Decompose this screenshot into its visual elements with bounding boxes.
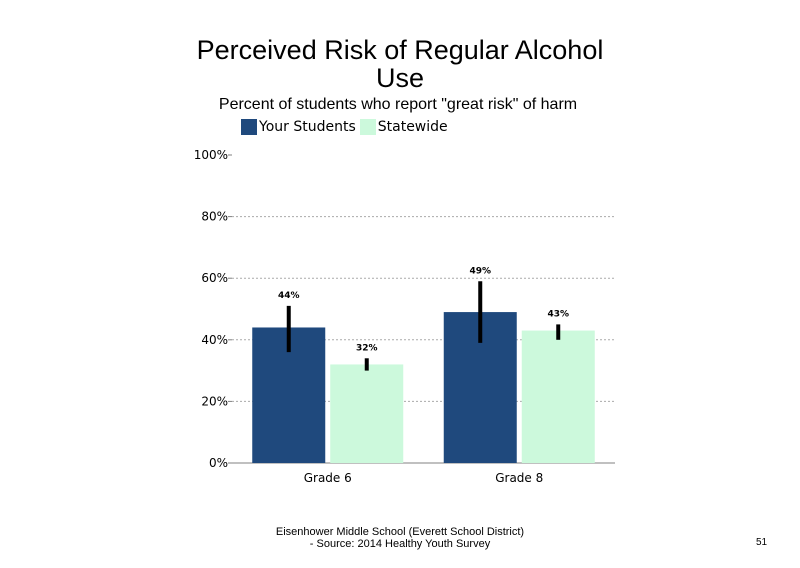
legend-swatch-statewide xyxy=(359,119,376,135)
x-category-label: Grade 8 xyxy=(495,471,543,485)
data-label: 44% xyxy=(278,291,300,301)
chart-subtitle: Percent of students who report "great ri… xyxy=(218,96,578,113)
legend-label-your-students: Your Students xyxy=(259,119,356,135)
y-tick-label: 60% xyxy=(201,271,228,285)
bar xyxy=(330,364,404,463)
data-label: 49% xyxy=(469,266,491,276)
bar xyxy=(521,330,595,463)
y-tick-label: 80% xyxy=(201,210,228,224)
data-label: 43% xyxy=(547,309,569,319)
page-number: 51 xyxy=(756,537,768,548)
y-tick-label: 20% xyxy=(201,394,228,408)
x-category-label: Grade 6 xyxy=(304,471,352,485)
data-label: 32% xyxy=(356,343,378,353)
y-tick-label: 100% xyxy=(194,148,228,162)
chart-title: Perceived Risk of Regular Alcohol Use xyxy=(196,35,604,93)
footer-school: Eisenhower Middle School (Everett School… xyxy=(275,526,525,538)
y-tick-label: 40% xyxy=(201,333,228,347)
legend-item-statewide: Statewide xyxy=(359,119,448,135)
legend-label-statewide: Statewide xyxy=(377,119,448,135)
footer: Eisenhower Middle School (Everett School… xyxy=(240,526,560,550)
legend-item-your-students: Your Students xyxy=(241,119,356,135)
legend-swatch-your-students xyxy=(241,119,257,135)
footer-source: - Source: 2014 Healthy Youth Survey xyxy=(309,538,491,550)
chart-legend: Your Students Statewide xyxy=(241,118,452,136)
y-tick-label: 0% xyxy=(209,456,228,470)
